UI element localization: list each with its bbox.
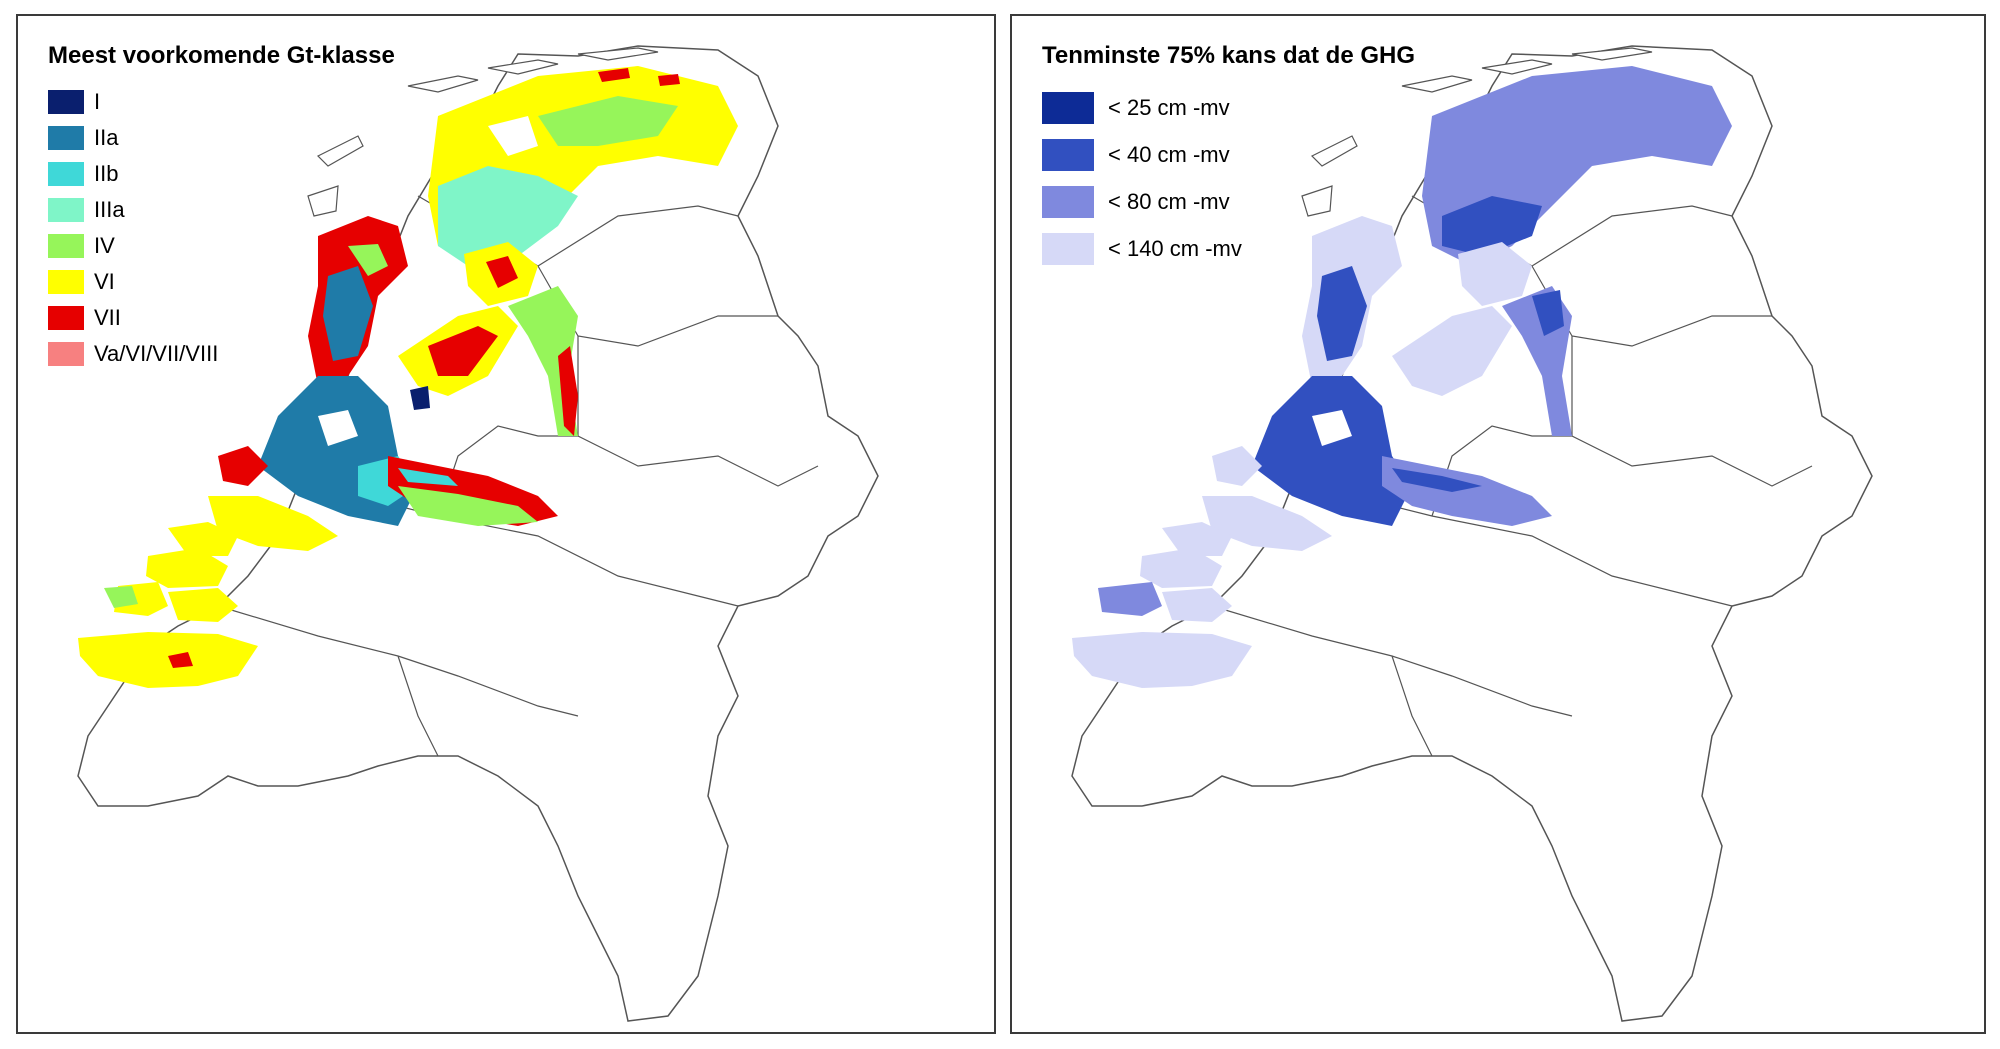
map-region-north-40 <box>1442 196 1542 256</box>
map-region-flevoland-south-red <box>428 326 498 376</box>
map-region-zeeland-red <box>168 652 193 668</box>
map-region-zeeland-4 <box>1162 588 1232 622</box>
map-region-zeeland-3 <box>1098 582 1162 616</box>
legend-item: IIIa <box>48 192 395 228</box>
legend-swatch <box>48 270 84 294</box>
country-outline <box>77 45 879 1022</box>
legend-item: < 140 cm -mv <box>1042 225 1415 272</box>
wadden-islands <box>1301 47 1653 217</box>
legend-gt: Meest voorkomende Gt-klasse I IIa IIb II… <box>48 42 395 372</box>
map-region-north-coast-red <box>598 68 680 86</box>
map-region-ijssel <box>508 286 578 436</box>
legend-label: < 80 cm -mv <box>1108 188 1230 214</box>
legend-item: < 25 cm -mv <box>1042 84 1415 131</box>
map-region-holland-core <box>258 376 418 526</box>
legend-label: IIIa <box>94 197 125 222</box>
legend-label: IIa <box>94 125 119 150</box>
legend-label: I <box>94 89 101 114</box>
map-region-holland-white <box>318 410 358 446</box>
map-region-north-holland-iv <box>348 244 388 276</box>
map-region-flevoland-north <box>1458 242 1532 306</box>
legend-label: IIb <box>94 161 119 186</box>
legend-label: < 140 cm -mv <box>1108 235 1242 261</box>
map-region-rivers-40 <box>1392 468 1482 492</box>
legend-item: IIb <box>48 156 395 192</box>
map-region-south-holland-vi <box>208 496 338 551</box>
map-region-zeeland-2 <box>146 548 228 588</box>
legend-label: VII <box>94 305 121 330</box>
wadden-islands <box>307 47 659 217</box>
legend-item: I <box>48 84 395 120</box>
legend-swatch <box>1042 138 1094 171</box>
legend-label: < 25 cm -mv <box>1108 94 1230 120</box>
legend-label: Va/VI/VII/VIII <box>94 341 219 366</box>
map-region-ijssel-red <box>558 346 578 436</box>
map-region-zeeland-2 <box>1140 548 1222 588</box>
map-region-rivers-iv <box>398 486 538 526</box>
province-borders <box>217 195 819 757</box>
legend-ghg: Tenminste 75% kans dat de GHG < 25 cm -m… <box>1042 42 1415 272</box>
map-region-zeeland-1 <box>1162 522 1232 556</box>
map-panel-ghg: Tenminste 75% kans dat de GHG < 25 cm -m… <box>1010 14 1986 1034</box>
legend-swatch <box>1042 232 1094 265</box>
legend-swatch <box>48 90 84 114</box>
map-region-south-holland <box>1202 496 1332 551</box>
legend-item: IV <box>48 228 395 264</box>
map-region-class-i <box>410 386 430 410</box>
province-borders <box>1211 195 1813 757</box>
map-panel-gt-klasse: Meest voorkomende Gt-klasse I IIa IIb II… <box>16 14 996 1034</box>
legend-swatch <box>48 306 84 330</box>
map-region-flevoland-south <box>1392 306 1512 396</box>
map-region-rivers-iib <box>398 468 458 486</box>
map-region-zeeland-3-iv <box>104 586 138 608</box>
map-region-north-iv <box>538 96 678 146</box>
legend-item: Va/VI/VII/VIII <box>48 336 395 372</box>
legend-title: Tenminste 75% kans dat de GHG <box>1042 42 1415 69</box>
netherlands-map-gt <box>77 45 879 1022</box>
map-region-north-holland-40 <box>1317 266 1367 361</box>
map-region-rivers <box>1382 456 1552 526</box>
map-region-zeeland-4 <box>168 588 238 622</box>
map-region-holland-west <box>1212 446 1262 486</box>
map-region-zeeland-1 <box>168 522 238 556</box>
map-region-flevoland-north-red <box>486 256 518 288</box>
map-region-north-iiia <box>438 166 578 266</box>
map-region-north-holland-iia <box>323 266 373 361</box>
map-region-ijssel-40 <box>1532 290 1564 336</box>
map-region-zeeland-flanders <box>1072 632 1252 688</box>
legend-label: VI <box>94 269 115 294</box>
legend-swatch <box>48 198 84 222</box>
legend-swatch <box>48 162 84 186</box>
map-region-zeeland-flanders <box>78 632 258 688</box>
legend-item: VII <box>48 300 395 336</box>
legend-swatch <box>48 126 84 150</box>
netherlands-map-ghg <box>1071 45 1873 1022</box>
legend-label: < 40 cm -mv <box>1108 141 1230 167</box>
legend-item: < 80 cm -mv <box>1042 178 1415 225</box>
country-outline <box>1071 45 1873 1022</box>
legend-swatch <box>1042 91 1094 124</box>
legend-label: IV <box>94 233 115 258</box>
legend-item: VI <box>48 264 395 300</box>
map-region-holland-core <box>1252 376 1412 526</box>
map-region-north-white <box>488 116 538 156</box>
legend-item: IIa <box>48 120 395 156</box>
map-region-holland-white <box>1312 410 1352 446</box>
map-region-holland-red-west <box>218 446 268 486</box>
legend-swatch <box>48 342 84 366</box>
legend-title: Meest voorkomende Gt-klasse <box>48 42 395 69</box>
legend-swatch <box>48 234 84 258</box>
legend-swatch <box>1042 185 1094 218</box>
legend-item: < 40 cm -mv <box>1042 131 1415 178</box>
